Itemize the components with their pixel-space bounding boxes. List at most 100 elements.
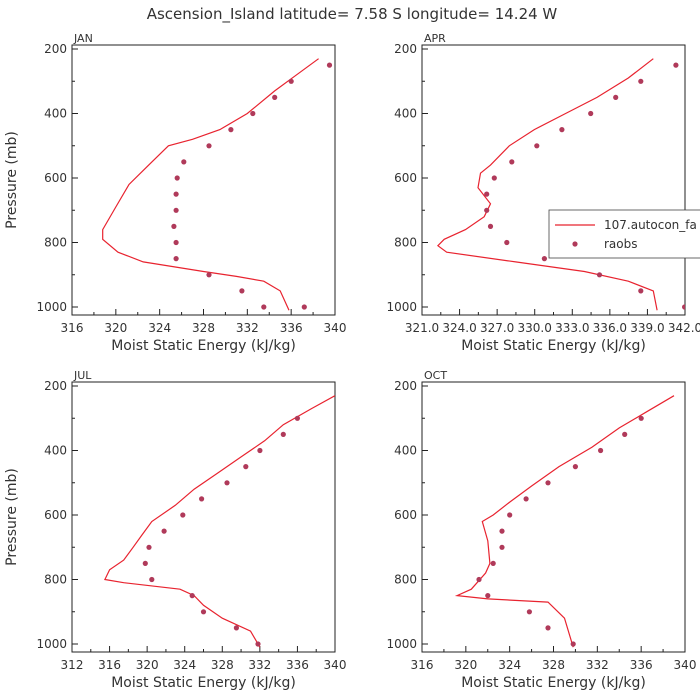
x-tick-label: 336 <box>286 658 309 672</box>
x-tick-label: 316 <box>411 658 434 672</box>
x-tick-label: 327.0 <box>480 321 514 335</box>
x-tick-label: 340 <box>324 658 347 672</box>
x-tick-label: 312 <box>61 658 84 672</box>
y-tick-label: 400 <box>44 107 67 121</box>
panel-jul: JUL 312 316 320 324 328 332 336 340 200 400 600 800 1… <box>4 369 346 691</box>
raobs-point <box>570 641 576 647</box>
figure-title: Ascension_Island latitude= 7.58 S longit… <box>147 5 558 24</box>
plot-frame <box>421 381 686 653</box>
raobs-point <box>596 272 603 278</box>
y-tick-label: 600 <box>394 508 417 522</box>
x-tick-label: 316 <box>61 321 84 335</box>
y-tick-label: 200 <box>394 42 417 56</box>
raobs-point <box>534 143 540 149</box>
y-tick-label: 400 <box>394 444 417 458</box>
raobs-point <box>638 415 644 421</box>
panel-apr: APR 321.0 324.0 327.0 330.0 333.0 336.0 339.0 34… <box>386 32 700 354</box>
y-tick-label: 600 <box>44 171 67 185</box>
y-tick-label: 200 <box>394 379 417 393</box>
raobs-point <box>622 431 628 437</box>
x-tick-label: 324 <box>148 321 171 335</box>
raobs-point <box>326 62 333 68</box>
raobs-point <box>598 447 604 454</box>
legend-entry-model: 107.autocon_fa <box>604 218 697 232</box>
raobs-point <box>228 127 234 133</box>
x-axis-label: Moist Static Energy (kJ/kg) <box>461 675 646 691</box>
raobs-point <box>149 576 155 583</box>
raobs-point <box>199 496 205 502</box>
raobs-point <box>541 256 548 262</box>
raobs-point <box>173 191 179 197</box>
raobs-point <box>613 94 619 100</box>
raobs-point <box>250 110 256 117</box>
x-tick-label: 332 <box>236 321 259 335</box>
raobs-point <box>490 560 496 567</box>
model-profile-line <box>102 58 319 311</box>
raobs-point <box>545 480 551 486</box>
y-tick-label: 1000 <box>386 637 417 651</box>
raobs-point <box>180 512 186 518</box>
panel-label: OCT <box>424 369 447 382</box>
legend-entry-obs: raobs <box>604 237 638 251</box>
raobs-point <box>142 560 148 567</box>
raobs-point <box>294 415 300 421</box>
raobs-point <box>499 528 505 534</box>
raobs-point <box>504 239 510 246</box>
y-tick-label: 1000 <box>36 300 67 314</box>
raobs-point <box>588 110 594 117</box>
y-axis-label: Pressure (mb) <box>4 468 20 566</box>
legend-box <box>548 209 700 259</box>
x-tick-label: 332 <box>586 658 609 672</box>
raobs-point <box>526 609 533 615</box>
raobs-point <box>261 304 267 310</box>
raobs-point <box>499 544 505 550</box>
plot-frame <box>421 44 686 316</box>
raobs-point <box>673 62 679 68</box>
y-tick-label: 1000 <box>386 300 417 314</box>
data-layer <box>436 58 685 311</box>
raobs-point <box>301 304 307 310</box>
raobs-point <box>161 528 167 534</box>
y-tick-label: 200 <box>44 379 67 393</box>
panel-label: JUL <box>73 369 92 382</box>
x-tick-label: 321.0 <box>405 321 439 335</box>
plot-frame <box>71 44 336 316</box>
x-axis-label: Moist Static Energy (kJ/kg) <box>461 338 646 354</box>
model-profile-line <box>436 58 658 311</box>
raobs-point <box>171 223 177 229</box>
raobs-point <box>476 576 482 583</box>
y-tick-label: 800 <box>394 573 417 587</box>
x-tick-label: 339.0 <box>630 321 664 335</box>
raobs-point <box>206 143 212 149</box>
raobs-point <box>523 496 529 502</box>
model-profile-line <box>454 395 675 648</box>
y-tick-label: 400 <box>394 107 417 121</box>
x-tick-label: 336 <box>280 321 303 335</box>
raobs-point <box>200 609 207 615</box>
y-tick-label: 600 <box>44 508 67 522</box>
x-tick-label: 340 <box>324 321 347 335</box>
raobs-point <box>487 223 494 229</box>
raobs-point <box>559 127 565 133</box>
x-axis-label: Moist Static Energy (kJ/kg) <box>111 338 296 354</box>
panel-oct: OCT 316 320 324 328 332 336 340 200 400 600 800 1000… <box>386 369 696 691</box>
x-tick-label: 324.0 <box>442 321 476 335</box>
x-tick-label: 320 <box>104 321 127 335</box>
raobs-point <box>638 288 644 294</box>
y-axis-label: Pressure (mb) <box>4 131 20 229</box>
x-axis-label: Moist Static Energy (kJ/kg) <box>111 675 296 691</box>
x-tick-label: 332 <box>248 658 271 672</box>
x-tick-label: 340 <box>674 658 697 672</box>
y-tick-label: 200 <box>44 42 67 56</box>
x-tick-label: 333.0 <box>555 321 589 335</box>
raobs-point <box>572 464 579 470</box>
raobs-point <box>507 512 513 518</box>
x-tick-label: 328 <box>192 321 215 335</box>
panel-label: APR <box>424 32 446 45</box>
raobs-point <box>173 207 179 213</box>
x-tick-label: 328 <box>211 658 234 672</box>
raobs-point <box>485 593 491 599</box>
raobs-point <box>255 641 261 647</box>
